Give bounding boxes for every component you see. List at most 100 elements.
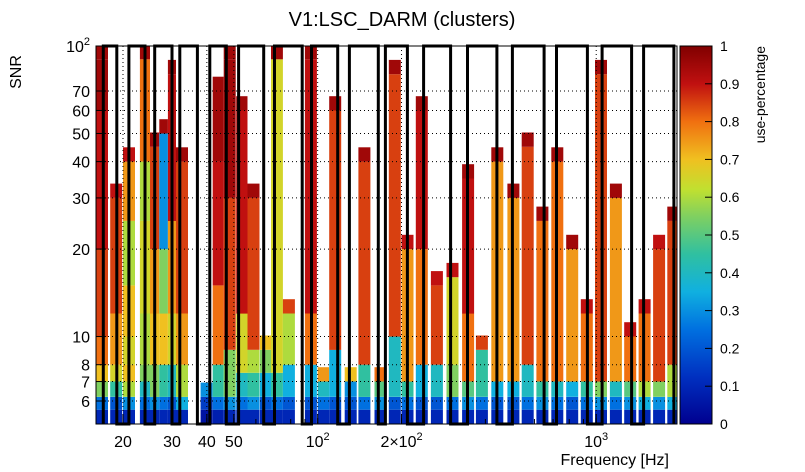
x-tick-label: 20 [114,434,132,451]
x-tick-label: 102 [306,431,330,451]
heatmap-cell [536,396,549,410]
heatmap-cell [159,364,168,397]
y-axis-label: SNR [8,55,25,89]
x-tick-label: 40 [198,434,216,451]
heatmap-cell [609,409,622,424]
heatmap-cell [259,409,272,424]
heatmap-cell [566,249,579,382]
heatmap-cell [212,396,224,410]
heatmap-cell [247,349,260,373]
z-tick-label: 0.9 [720,76,740,92]
heatmap-cell [653,381,666,397]
z-tick-label: 0.7 [720,151,740,167]
heatmap-cell [358,364,371,397]
heatmap-cell [536,409,549,424]
heatmap-cell [566,234,579,250]
heatmap-cell [212,364,224,397]
cluster-outline [101,44,676,426]
y-tick-label: 70 [72,84,90,101]
x-axis-label: Frequency [Hz] [561,452,669,469]
heatmap-cell [358,409,371,424]
heatmap-cell [667,206,677,221]
z-tick-label: 0.1 [720,378,740,394]
heatmap-cell [536,206,549,221]
z-tick-label: 0.2 [720,340,740,356]
heatmap-cell [388,409,401,424]
heatmap-cell [282,409,295,424]
z-tick-label: 0.3 [720,303,740,319]
heatmap-cell [667,409,677,424]
heatmap-cell [653,396,666,410]
heatmap-cell [159,313,168,365]
heatmap-cell [536,220,549,382]
heatmap-cell [212,161,224,286]
heatmap-cell [521,364,534,397]
y-tick-label: 10 [72,330,90,347]
y-tick-label: 50 [72,126,90,143]
heatmap-cell [329,409,342,424]
x-tick-exponent: 3 [602,431,608,443]
heatmap-cell [667,364,677,397]
heatmap-cell [159,133,168,250]
heatmap-cell [358,396,371,410]
heatmap-cell [415,110,428,250]
y-tick-label: 102 [66,36,90,56]
y-tick-label: 20 [72,242,90,259]
heatmap-cell [317,396,330,410]
heatmap-cell [271,409,283,424]
heatmap-cell [259,396,272,410]
heatmap-cell [329,110,342,350]
heatmap-cell [475,409,488,424]
x-tick-exponent: 2 [324,431,330,443]
heatmap-cell [271,396,283,410]
heatmap-cell [430,285,443,365]
heatmap-cell [282,299,295,314]
heatmap-cell [446,409,459,424]
heatmap-cell [609,396,622,410]
heatmap-cell [159,249,168,314]
heatmap-cell [566,396,579,410]
color-scale [679,45,713,425]
heatmap-cell [317,367,330,382]
x-tick-exponent: 2 [416,431,422,443]
heatmap-cell [247,197,260,350]
heatmap-cell [358,147,371,162]
x-tick-label: 2×102 [380,431,422,451]
plot-frame [95,45,678,425]
heatmap-cell [475,349,488,397]
heatmap-cell [271,59,283,373]
z-tick-label: 0.4 [720,265,740,281]
heatmap-cell [317,381,330,397]
heatmap-cell [566,409,579,424]
chart-title: V1:LSC_DARM (clusters) [289,9,516,31]
heatmap-cell [236,409,248,424]
x-tick-label: 30 [163,434,181,451]
heatmap-cell [176,313,188,365]
z-axis-label: use-percentage [752,46,768,144]
heatmap-cell [609,183,622,198]
heatmap-cell [446,364,459,397]
heatmap-cell [247,396,260,410]
heatmap-cell [282,364,295,397]
heatmap-cell [475,396,488,410]
y-tick-label: 8 [81,358,90,375]
y-tick-label: 40 [72,155,90,172]
heatmap-cell [667,220,677,365]
heatmap-cell [176,409,188,424]
heatmap-cell [446,262,459,278]
heatmap-cell [236,96,248,111]
heatmap-cell [388,59,401,75]
heatmap-cell [521,396,534,410]
heatmap-cell [430,396,443,410]
heatmap-cell [446,277,459,365]
heatmap-cell [176,364,188,397]
heatmap-cell [259,349,272,373]
heatmap-cell [653,409,666,424]
heatmap-cell [236,313,248,373]
heatmap-cell [446,396,459,410]
x-ticks: 20 30 40 50 102 2×102 103 [114,414,608,451]
heatmap-cell [388,74,401,337]
y-tick-label: 7 [81,375,90,392]
heatmap-cell [653,234,666,250]
